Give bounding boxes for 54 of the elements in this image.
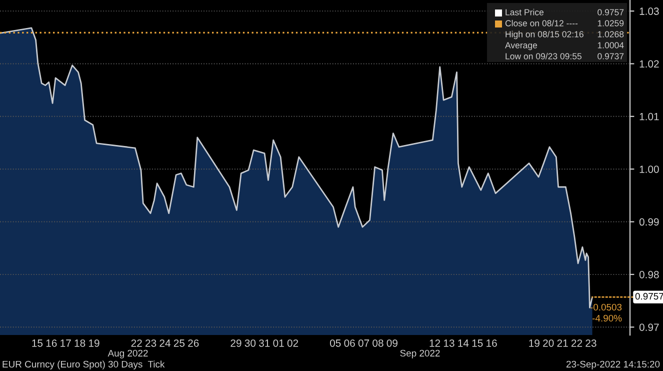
annotation: Low on 09/23 09:55 [506,52,582,60]
x-tick-label: 08 [372,339,384,347]
annotation: Last Price [506,8,544,16]
text: Sep 2022 [400,350,440,358]
x-tick-label: 24 [160,339,170,347]
x-tick-label: 19 [529,339,540,347]
annotation: 0.9757 [635,292,663,300]
annotation: 0.9757 [598,9,624,16]
x-tick-label: 16 [486,339,497,347]
x-tick-label: 01 [273,339,284,347]
x-tick-label: 12 [430,339,440,347]
annotation: 1.0268 [598,31,624,38]
x-tick-label: 15 [472,340,483,347]
annotation: High on 08/15 02:16 [506,30,584,40]
x-tick-label: 17 [60,340,71,347]
x-tick-label: 31 [258,339,270,347]
x-tick-label: 23 [146,339,156,347]
x-tick-label: 23 [586,339,596,347]
annotation: -4.90% [592,314,622,322]
y-tick-label: 1.00 [640,166,659,173]
text: 23-Sep-2022 14:15:20 [566,360,660,370]
x-tick-label: 09 [386,339,398,347]
x-tick-label: 06 [344,339,355,347]
x-tick-label: 18 [74,339,86,347]
x-tick-label: 14 [458,340,469,347]
x-tick-label: 19 [89,339,100,347]
x-tick-label: 02 [287,339,298,347]
x-tick-label: 20 [543,339,554,347]
x-tick-label: 05 [330,339,341,347]
x-tick-label: 13 [444,339,454,347]
x-tick-label: 07 [358,339,370,347]
y-tick-label: 1.01 [640,112,659,120]
y-tick-label: 0.98 [639,270,659,278]
x-tick-label: 16 [46,339,57,347]
annotation: 0.9737 [598,53,624,60]
annotation: -0.0503 [590,304,622,311]
y-tick-label: 1.02 [640,60,659,68]
annotation: 1.0259 [598,20,624,26]
x-tick-label: 22 [131,339,142,347]
x-tick-label: 30 [244,339,256,347]
x-tick-label: 21 [557,339,568,347]
text: Aug 2022 [108,350,148,358]
text: EUR Curncy (Euro Spot) 30 Days Tick [2,360,165,370]
x-tick-label: 22 [571,339,582,347]
annotation: Average [505,42,538,50]
y-tick-label: 0.97 [639,324,659,331]
x-tick-label: 15 [32,340,43,347]
annotation: Close on 08/12 ---- [505,20,578,26]
annotation: 1.0004 [598,42,624,48]
y-tick-label: 1.03 [640,8,659,15]
y-tick-label: 0.99 [639,218,659,226]
x-tick-label: 29 [230,339,242,347]
x-tick-label: 25 [174,339,185,347]
x-tick-label: 26 [188,339,199,347]
